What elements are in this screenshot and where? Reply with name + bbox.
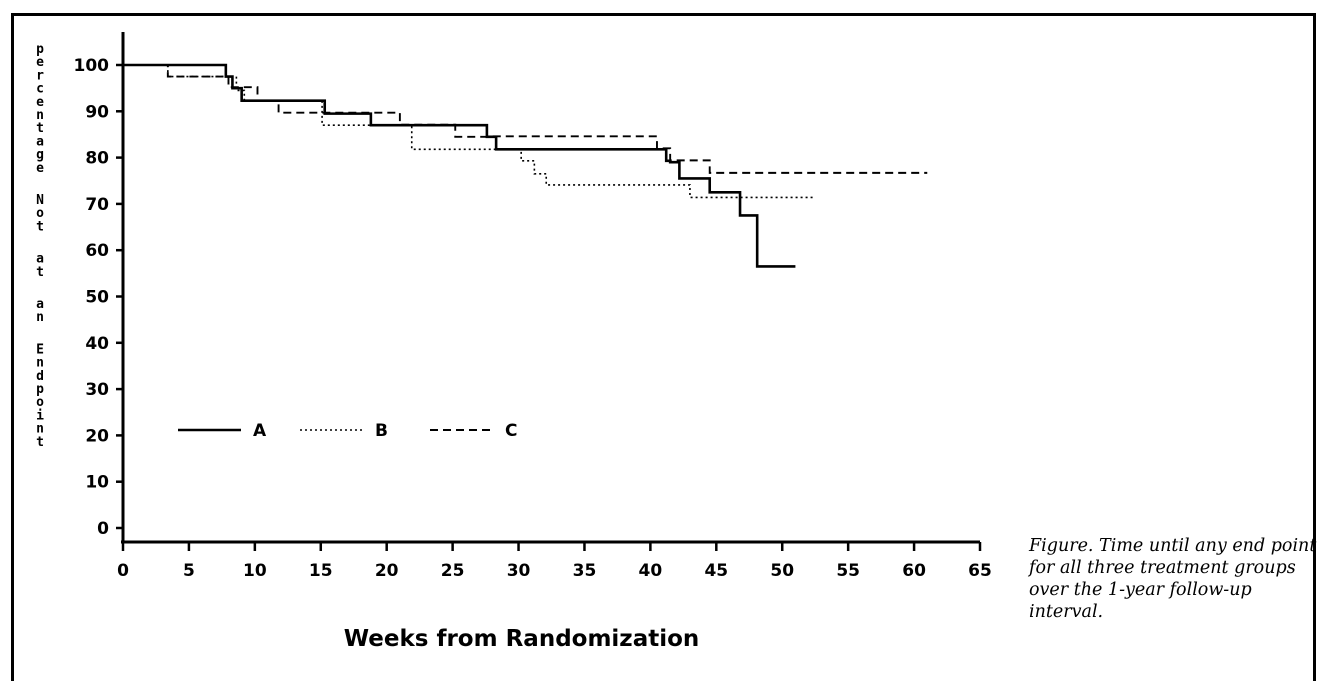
y-tick-label: 50 bbox=[85, 288, 109, 308]
y-title-letter: a bbox=[36, 134, 44, 149]
y-tick-label: 100 bbox=[74, 56, 110, 76]
y-title-letter: p bbox=[36, 42, 44, 57]
chart-axes: 0 10 20 30 40 50 60 70 80 90 100 0 5 10 15 20 25 30 35 40 45… bbox=[74, 32, 992, 581]
y-tick-label: 80 bbox=[85, 149, 109, 169]
y-tick-label: 70 bbox=[85, 195, 109, 215]
series-line-a bbox=[123, 63, 796, 268]
y-tick-label: 20 bbox=[85, 426, 109, 446]
x-tick-label: 55 bbox=[836, 561, 860, 581]
y-title-letter: o bbox=[36, 395, 44, 410]
x-tick-label: 25 bbox=[441, 561, 465, 581]
y-title-letter: p bbox=[36, 382, 44, 397]
series-line-c bbox=[123, 64, 928, 174]
legend-label-c: C bbox=[505, 421, 517, 441]
y-title-letter: a bbox=[36, 297, 44, 312]
y-title-letter: t bbox=[36, 265, 44, 280]
y-tick-label: 10 bbox=[85, 473, 109, 493]
figure-caption: Figure. Time until any end point for all… bbox=[1029, 536, 1317, 622]
y-title-letter: t bbox=[36, 121, 44, 136]
y-title-letter: N bbox=[36, 193, 44, 208]
x-tick-label: 65 bbox=[968, 561, 992, 581]
km-chart: 0 10 20 30 40 50 60 70 80 90 100 0 5 10 15 20 25 30 35 40 45… bbox=[36, 32, 992, 652]
y-title-letter: e bbox=[36, 161, 44, 176]
x-tick-label: 0 bbox=[117, 561, 129, 581]
y-title-letter: n bbox=[36, 356, 44, 371]
y-title-letter: n bbox=[36, 422, 44, 437]
x-tick-label: 15 bbox=[309, 561, 333, 581]
y-tick-label: 30 bbox=[85, 380, 109, 400]
x-tick-label: 35 bbox=[573, 561, 597, 581]
y-title-letter: i bbox=[36, 408, 44, 423]
y-tick-label: 40 bbox=[85, 334, 109, 354]
y-tick-label: 0 bbox=[97, 519, 109, 539]
x-tick-label: 20 bbox=[375, 561, 399, 581]
y-title-letter: n bbox=[36, 310, 44, 325]
x-tick-label: 5 bbox=[183, 561, 195, 581]
figure-frame bbox=[11, 13, 1316, 681]
chart-series bbox=[123, 63, 928, 268]
x-axis-title: Weeks from Randomization bbox=[344, 626, 700, 652]
chart-legend: A B C bbox=[178, 421, 517, 441]
legend-label-b: B bbox=[375, 421, 388, 441]
x-tick-label: 40 bbox=[639, 561, 663, 581]
y-tick-label: 90 bbox=[85, 102, 109, 122]
x-tick-label: 10 bbox=[243, 561, 267, 581]
y-title-letter: c bbox=[36, 82, 44, 97]
y-title-letter: e bbox=[36, 95, 44, 110]
y-title-letter: d bbox=[36, 369, 44, 384]
y-title-letter: o bbox=[36, 206, 44, 221]
y-title-letter: e bbox=[36, 55, 44, 70]
y-title-letter: n bbox=[36, 108, 44, 123]
y-title-letter: t bbox=[36, 219, 44, 234]
y-title-letter: g bbox=[36, 148, 44, 163]
y-tick-label: 60 bbox=[85, 241, 109, 261]
y-title-letter: t bbox=[36, 435, 44, 450]
y-title-letter: E bbox=[36, 342, 44, 357]
x-tick-label: 45 bbox=[704, 561, 728, 581]
y-title-letter: r bbox=[36, 68, 44, 83]
x-tick-label: 50 bbox=[770, 561, 794, 581]
x-tick-label: 60 bbox=[902, 561, 926, 581]
x-tick-label: 30 bbox=[507, 561, 531, 581]
y-title-letter: a bbox=[36, 252, 44, 267]
legend-label-a: A bbox=[253, 421, 267, 441]
